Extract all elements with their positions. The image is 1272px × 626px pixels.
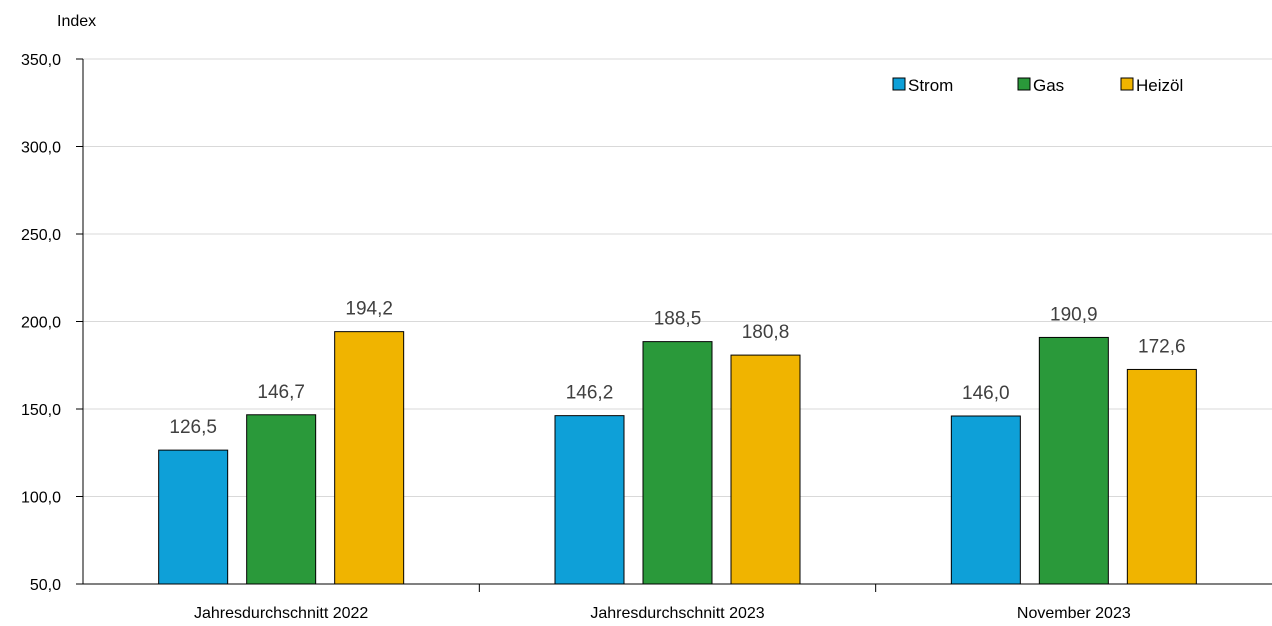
y-tick-label: 200,0: [21, 315, 61, 332]
legend-label: Heizöl: [1136, 76, 1183, 95]
bar-gas: [642, 341, 713, 585]
bar-gas: [246, 414, 317, 585]
data-labels: 126,5 146,7 194,2 146,2 188,5 180,8 146,0 190,9…: [169, 299, 1185, 438]
y-tick-label: 100,0: [21, 490, 61, 507]
data-label: 188,5: [654, 309, 702, 330]
y-tick-label: 150,0: [21, 402, 61, 419]
bar-strom: [158, 449, 229, 585]
y-tick-label: 300,0: [21, 140, 61, 157]
y-tick-label: 250,0: [21, 227, 61, 244]
data-label: 172,6: [1138, 336, 1186, 357]
x-category-label: Jahresdurchschnitt 2023: [590, 605, 764, 622]
bar-heiz-l: [334, 331, 405, 585]
legend-label: Strom: [908, 76, 953, 95]
x-category-label: Jahresdurchschnitt 2022: [194, 605, 368, 622]
axes: 350,0 300,0 250,0 200,0 150,0 100,0 50,0 Jahres…: [21, 52, 1272, 622]
data-label: 146,0: [962, 383, 1010, 404]
y-tick-label: 50,0: [30, 577, 61, 594]
bar-strom: [950, 415, 1021, 585]
data-label: 194,2: [345, 299, 393, 320]
bar-strom: [554, 415, 625, 585]
data-label: 190,9: [1050, 304, 1098, 325]
data-label: 126,5: [169, 417, 217, 438]
bar-gas: [1038, 336, 1109, 585]
y-axis-title: Index: [57, 13, 96, 30]
bar-heiz-l: [730, 354, 801, 585]
data-label: 180,8: [742, 322, 790, 343]
legend-swatch: [1120, 77, 1134, 91]
legend: Strom Gas Heizöl: [892, 76, 1183, 95]
y-tick-label: 350,0: [21, 52, 61, 69]
legend-swatch: [1017, 77, 1031, 91]
data-label: 146,7: [257, 382, 305, 403]
bar-heiz-l: [1126, 368, 1197, 585]
bars: [158, 331, 1197, 585]
legend-label: Gas: [1033, 76, 1064, 95]
legend-swatch: [892, 77, 906, 91]
x-category-label: November 2023: [1017, 605, 1131, 622]
data-label: 146,2: [566, 383, 614, 404]
